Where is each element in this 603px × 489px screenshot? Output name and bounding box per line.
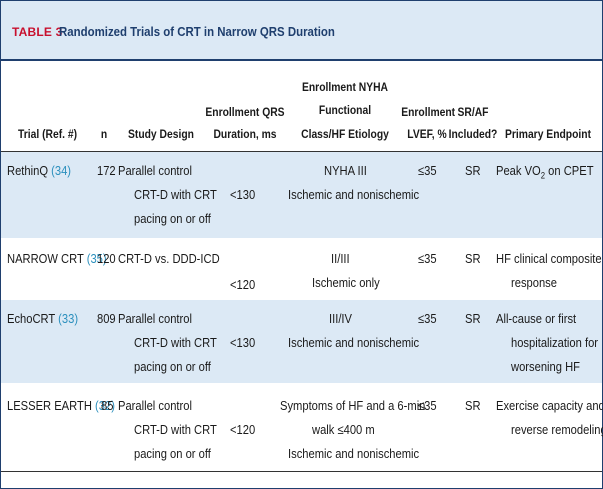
header-sraf-2: Included? bbox=[448, 127, 498, 141]
qrs-value: <130 bbox=[230, 187, 256, 202]
design-line: CRT-D with CRT bbox=[134, 187, 217, 202]
lvef-value: ≤35 bbox=[418, 311, 437, 326]
nyha-line: Symptoms of HF and a 6-min bbox=[280, 398, 426, 413]
nyha-line: Ischemic and nonischemic bbox=[288, 335, 420, 350]
endpoint-line: HF clinical composite bbox=[496, 251, 602, 266]
lvef-value: ≤35 bbox=[418, 251, 437, 266]
nyha-line: II/III bbox=[331, 251, 350, 266]
table-header: Trial (Ref. #) n Study Design Enrollment… bbox=[1, 61, 602, 152]
nyha-line: Ischemic only bbox=[312, 275, 380, 290]
endpoint-line: hospitalization for bbox=[511, 335, 599, 350]
header-trial: Trial (Ref. #) bbox=[18, 127, 78, 141]
endpoint-line: reverse remodeling bbox=[511, 422, 603, 437]
design-line: pacing on or off bbox=[134, 211, 211, 226]
nyha-line: Ischemic and nonischemic bbox=[288, 446, 420, 461]
header-lvef-1: Enrollment bbox=[401, 105, 456, 119]
design-line: CRT-D with CRT bbox=[134, 335, 217, 350]
sraf-value: SR bbox=[465, 398, 481, 413]
lvef-value: ≤35 bbox=[418, 163, 437, 178]
qrs-value: <120 bbox=[230, 422, 256, 437]
nyha-line: III/IV bbox=[329, 311, 352, 326]
trial-n: 809 bbox=[97, 311, 116, 326]
table-title: Randomized Trials of CRT in Narrow QRS D… bbox=[59, 24, 335, 39]
table-number: TABLE 3 bbox=[12, 25, 63, 39]
header-nyha-1: Enrollment NYHA bbox=[301, 80, 388, 94]
nyha-line: Ischemic and nonischemic bbox=[288, 187, 420, 202]
endpoint-line: All-cause or first bbox=[496, 311, 577, 326]
trial-n: 85 bbox=[101, 398, 114, 413]
header-nyha-2: Functional bbox=[318, 103, 372, 117]
trial-name: RethinQ (34) bbox=[7, 163, 72, 178]
header-primary-endpoint: Primary Endpoint bbox=[505, 127, 592, 141]
sraf-value: SR bbox=[465, 163, 481, 178]
nyha-line: NYHA III bbox=[324, 163, 367, 178]
trial-n: 172 bbox=[97, 163, 116, 178]
sraf-value: SR bbox=[465, 311, 481, 326]
table-row: NARROW CRT (35) 120 CRT-D vs. DDD-ICD <1… bbox=[1, 238, 602, 300]
design-line: Parallel control bbox=[118, 311, 192, 326]
header-n: n bbox=[100, 127, 108, 141]
header-qrs-2: Duration, ms bbox=[213, 127, 277, 141]
table-row: LESSER EARTH (32) 85 Parallel control CR… bbox=[1, 383, 603, 471]
qrs-value: <120 bbox=[230, 277, 256, 292]
design-line: pacing on or off bbox=[134, 446, 211, 461]
design-line: pacing on or off bbox=[134, 359, 211, 374]
lvef-value: ≤35 bbox=[418, 398, 437, 413]
endpoint-line: Peak VO2 on CPET bbox=[496, 163, 594, 181]
design-line: Parallel control bbox=[118, 163, 192, 178]
trial-name: NARROW CRT (35) bbox=[7, 251, 107, 266]
nyha-line: walk ≤400 m bbox=[312, 422, 375, 437]
design-line: CRT-D vs. DDD-ICD bbox=[118, 251, 220, 266]
trial-name: EchoCRT (33) bbox=[7, 311, 79, 326]
design-line: Parallel control bbox=[118, 398, 192, 413]
header-lvef-2: LVEF, % bbox=[407, 127, 447, 141]
trial-name: LESSER EARTH (32) bbox=[7, 398, 115, 413]
endpoint-line: Exercise capacity and LV bbox=[496, 398, 603, 413]
table-row: EchoCRT (33) 809 Parallel control CRT-D … bbox=[1, 300, 602, 383]
header-nyha-3: Class/HF Etiology bbox=[301, 127, 389, 141]
qrs-value: <130 bbox=[230, 335, 256, 350]
endpoint-line: worsening HF bbox=[511, 359, 580, 374]
header-qrs-1: Enrollment QRS bbox=[205, 105, 285, 119]
header-sraf-1: SR/AF bbox=[457, 105, 489, 119]
table-bottom-rule bbox=[1, 471, 602, 472]
sraf-value: SR bbox=[465, 251, 481, 266]
design-line: CRT-D with CRT bbox=[134, 422, 217, 437]
table-title-bar: TABLE 3 Randomized Trials of CRT in Narr… bbox=[1, 1, 602, 61]
header-study-design: Study Design bbox=[128, 127, 194, 141]
table-row: RethinQ (34) 172 Parallel control CRT-D … bbox=[1, 152, 602, 238]
trial-n: 120 bbox=[97, 251, 116, 266]
endpoint-line: response bbox=[511, 275, 557, 290]
